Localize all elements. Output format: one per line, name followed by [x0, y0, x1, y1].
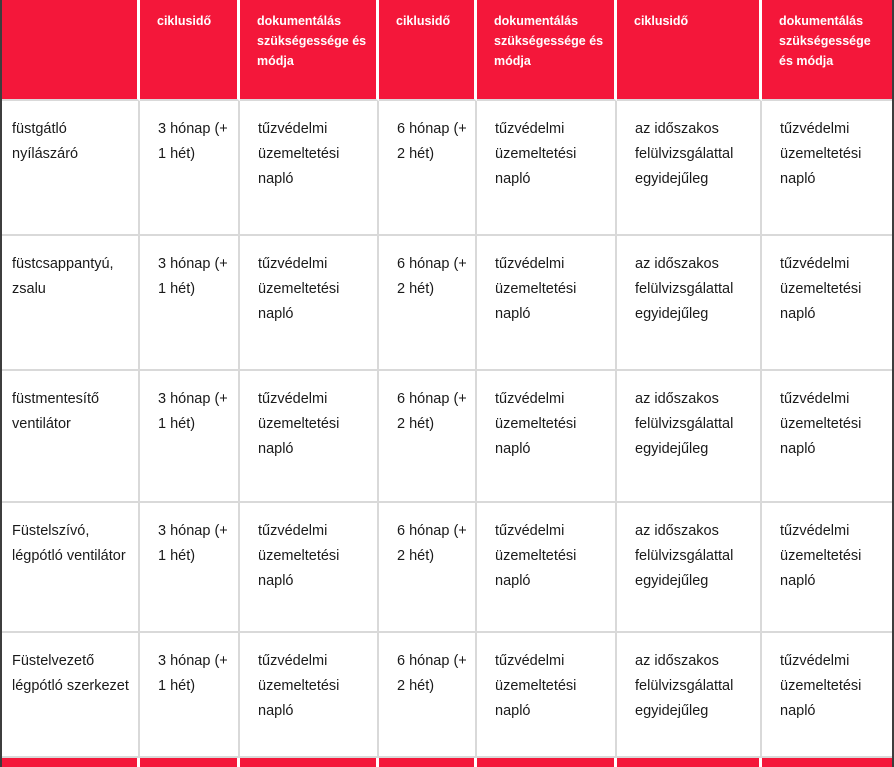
column-header-ciklusido-3: ciklusidő — [617, 0, 762, 101]
table-cell: 3 hónap (+ 1 hét) — [140, 101, 240, 236]
row-label: füstcsappantyú, zsalu — [2, 236, 140, 371]
table-cell: tűzvédelmi üzemeltetési napló — [477, 236, 617, 371]
next-header-strip — [240, 758, 379, 767]
table-cell: 6 hónap (+ 2 hét) — [379, 633, 477, 758]
table-cell: tűzvédelmi üzemeltetési napló — [762, 503, 892, 633]
row-label: Füstelszívó, légpótló ventilátor — [2, 503, 140, 633]
table-cell: tűzvédelmi üzemeltetési napló — [762, 633, 892, 758]
table-cell: tűzvédelmi üzemeltetési napló — [477, 371, 617, 503]
table-cell: az időszakos felülvizsgálattal egyidejűl… — [617, 503, 762, 633]
table-cell: tűzvédelmi üzemeltetési napló — [477, 503, 617, 633]
table-cell: tűzvédelmi üzemeltetési napló — [240, 633, 379, 758]
table-cell: 3 hónap (+ 1 hét) — [140, 371, 240, 503]
row-label: Füstelvezető légpótló szerkezet — [2, 633, 140, 758]
next-header-strip — [762, 758, 892, 767]
row-label: füstgátló nyílászáró — [2, 101, 140, 236]
table-cell: tűzvédelmi üzemeltetési napló — [477, 633, 617, 758]
table-cell: 6 hónap (+ 2 hét) — [379, 371, 477, 503]
table-cell: 6 hónap (+ 2 hét) — [379, 101, 477, 236]
table-cell: tűzvédelmi üzemeltetési napló — [240, 101, 379, 236]
next-header-strip — [140, 758, 240, 767]
next-header-strip — [477, 758, 617, 767]
column-header-dokumentalas-3: dokumentálás szükségessége és módja — [762, 0, 892, 101]
next-header-strip — [379, 758, 477, 767]
table-cell: tűzvédelmi üzemeltetési napló — [762, 101, 892, 236]
table-cell: 3 hónap (+ 1 hét) — [140, 236, 240, 371]
table-cell: tűzvédelmi üzemeltetési napló — [240, 236, 379, 371]
table-cell: tűzvédelmi üzemeltetési napló — [477, 101, 617, 236]
table-cell: 6 hónap (+ 2 hét) — [379, 503, 477, 633]
column-header-ciklusido-1: ciklusidő — [140, 0, 240, 101]
table-cell: 3 hónap (+ 1 hét) — [140, 503, 240, 633]
next-header-strip — [617, 758, 762, 767]
table-cell: az időszakos felülvizsgálattal egyidejűl… — [617, 236, 762, 371]
table-cell: az időszakos felülvizsgálattal egyidejűl… — [617, 633, 762, 758]
table-cell: 3 hónap (+ 1 hét) — [140, 633, 240, 758]
table-cell: tűzvédelmi üzemeltetési napló — [240, 503, 379, 633]
column-header-dokumentalas-2: dokumentálás szükségessége és módja — [477, 0, 617, 101]
column-header-dokumentalas-1: dokumentálás szükségessége és módja — [240, 0, 379, 101]
table-cell: tűzvédelmi üzemeltetési napló — [762, 236, 892, 371]
table-cell: tűzvédelmi üzemeltetési napló — [762, 371, 892, 503]
column-header-ciklusido-2: ciklusidő — [379, 0, 477, 101]
next-header-strip — [2, 758, 140, 767]
row-label: füstmentesítő ventilátor — [2, 371, 140, 503]
table-cell: tűzvédelmi üzemeltetési napló — [240, 371, 379, 503]
table-cell: az időszakos felülvizsgálattal egyidejűl… — [617, 101, 762, 236]
corner-header-cell — [2, 0, 140, 101]
table-cell: az időszakos felülvizsgálattal egyidejűl… — [617, 371, 762, 503]
table-cell: 6 hónap (+ 2 hét) — [379, 236, 477, 371]
